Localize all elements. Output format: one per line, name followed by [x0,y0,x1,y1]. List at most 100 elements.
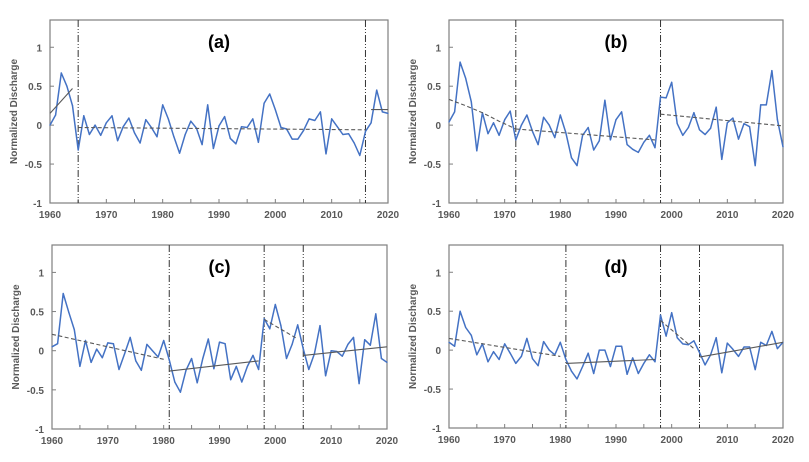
data-point [325,153,327,155]
y-tick-label: 1 [435,43,441,54]
data-point [207,338,209,340]
data-point [380,357,383,360]
data-point [252,118,254,120]
data-point [515,362,517,364]
data-point [648,354,651,356]
y-tick-label: 0.5 [427,307,441,318]
data-point [145,119,147,121]
x-tick-label: 2010 [320,436,343,447]
chart-panel-b: -1 -0.5 0 0.5 1 1960 1970 1980 1990 2000 2010 2020 N… [408,19,795,221]
x-tick-label: 1980 [153,436,176,447]
data-point [543,340,545,343]
data-point [698,351,701,354]
data-point [487,133,489,135]
y-tick-label: 0 [38,347,44,358]
data-point [609,365,612,368]
data-point [364,130,367,132]
data-point [151,350,154,352]
discharge-series-line [49,72,389,157]
data-point [263,318,265,320]
data-point [107,342,109,344]
data-point [665,335,667,337]
data-point [570,157,573,159]
data-point [665,97,667,99]
data-point [302,129,305,132]
x-tick-label: 2020 [377,210,400,221]
data-point [88,133,91,136]
y-axis-label: Normalized Discharge [408,59,419,164]
y-tick-label: -0.5 [27,386,45,397]
data-point [676,122,678,125]
data-point [224,343,226,345]
y-tick-label: 1 [435,268,441,279]
data-point [375,313,377,315]
y-axis-label: Normalized Discharge [9,59,20,164]
data-point [291,343,293,346]
trend-line-solid [565,358,656,364]
data-point [246,126,248,129]
data-point [285,357,288,360]
data-point [559,114,561,116]
data-point [291,138,293,140]
data-point [112,343,115,345]
data-point [582,134,584,136]
data-point [771,330,773,333]
data-point [257,368,260,371]
data-point [604,349,606,351]
data-point [128,117,130,119]
data-point [386,361,388,364]
trend-line-dashed [515,128,656,141]
x-tick-label: 2000 [264,210,287,221]
data-point [604,99,606,101]
data-point [297,324,299,326]
data-point [554,136,556,139]
data-point [257,141,260,143]
y-axis-label: Normalized Discharge [408,284,419,389]
data-point [520,124,522,126]
data-point [100,134,102,136]
data-point [637,372,639,375]
data-point [470,101,472,103]
y-tick-label: -1 [35,425,44,436]
data-point [280,325,282,327]
data-point [632,148,634,150]
data-point [749,346,751,348]
panel-label: (a) [208,32,230,52]
data-point [537,365,539,367]
data-point [721,158,723,160]
data-point [693,112,695,114]
data-point [156,136,158,138]
data-point [331,118,333,120]
data-point [654,147,656,149]
data-point [509,352,511,354]
x-tick-label: 2010 [716,210,739,221]
panel-label: (b) [605,32,628,52]
data-point [693,340,695,342]
panel-label: (d) [605,257,628,277]
data-point [548,124,550,126]
y-tick-label: -1 [33,199,42,210]
data-point [174,381,176,383]
data-point [235,365,237,367]
data-point [68,311,70,313]
data-point [252,354,254,356]
y-tick-label: 0.5 [28,82,42,93]
data-point [620,345,623,347]
data-point [51,346,53,348]
data-point [218,125,220,127]
x-tick-label: 2000 [661,435,684,446]
trend-line-dashed [448,337,561,357]
trend-line-solid [169,360,259,372]
data-point [448,121,450,123]
data-point [202,357,204,360]
data-point [73,328,75,331]
data-point [56,343,59,345]
data-point [71,105,74,107]
data-point [235,143,237,145]
y-tick-label: 0 [435,121,441,132]
data-point [559,341,561,343]
data-point [526,337,528,340]
data-point [504,119,506,121]
data-point [274,303,276,306]
